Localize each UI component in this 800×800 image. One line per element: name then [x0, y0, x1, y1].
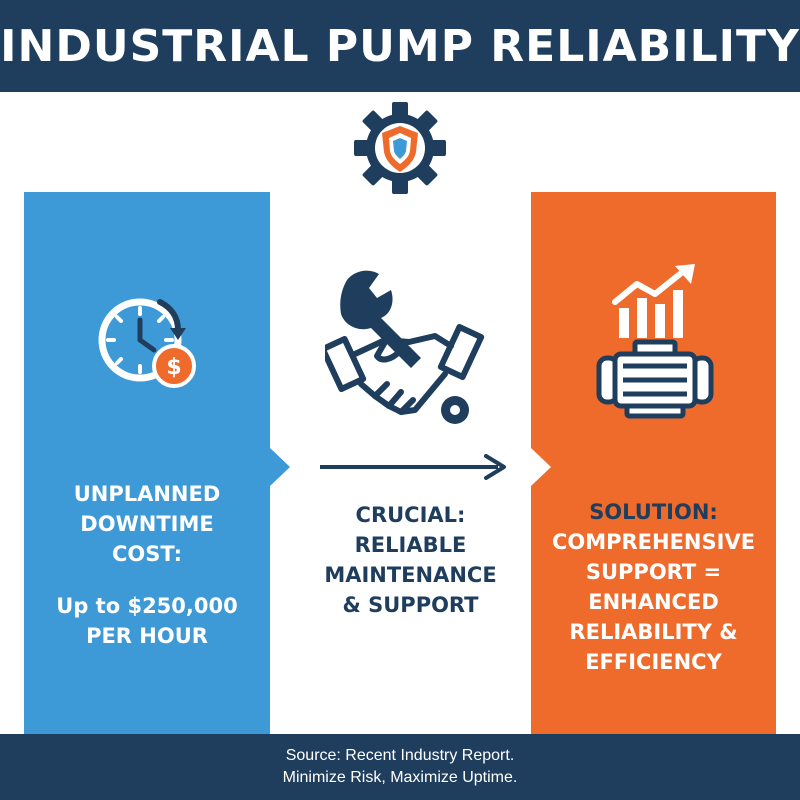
title-banner: INDUSTRIAL PUMP RELIABILITY [0, 0, 800, 92]
solution-line: EFFICIENCY [585, 650, 722, 674]
clock-dollar-icon: $ [98, 298, 196, 388]
footer-tagline: Minimize Risk, Maximize Uptime. [282, 769, 518, 786]
downtime-heading-line: COST: [112, 542, 182, 566]
crucial-line: & SUPPORT [342, 593, 479, 617]
footer-source: Source: Recent Industry Report. [285, 747, 515, 764]
solution-line: COMPREHENSIVE [551, 530, 756, 554]
downtime-heading-line: UNPLANNED [73, 482, 221, 506]
downtime-value: Up to $250,000 PER HOUR [24, 591, 270, 651]
solution-text: SOLUTION: COMPREHENSIVE SUPPORT = ENHANC… [531, 497, 776, 677]
right-arrow-icon [320, 454, 506, 480]
svg-text:$: $ [166, 355, 181, 380]
solution-line: SUPPORT = [585, 560, 722, 584]
left-panel-pointer [270, 448, 290, 486]
crucial-line: MAINTENANCE [324, 563, 497, 587]
bar-chart-up-icon [612, 264, 695, 338]
pump-icon [596, 339, 714, 419]
wrench-handshake-icon [325, 270, 485, 424]
downtime-value-line: PER HOUR [86, 624, 208, 648]
solution-line: SOLUTION: [589, 500, 718, 524]
crucial-maintenance-text: CRUCIAL: RELIABLE MAINTENANCE & SUPPORT [290, 500, 531, 620]
downtime-heading: UNPLANNED DOWNTIME COST: [24, 479, 270, 569]
gear-shield-icon [354, 102, 446, 194]
downtime-value-line: Up to $250,000 [56, 594, 238, 618]
page-title: INDUSTRIAL PUMP RELIABILITY [0, 20, 800, 72]
downtime-heading-line: DOWNTIME [80, 512, 214, 536]
downtime-cost-panel: $ UNPLANNED DOWNTIME COST: Up to $250,00… [24, 192, 270, 734]
footer-banner: Source: Recent Industry Report. Minimize… [0, 734, 800, 800]
solution-panel: SOLUTION: COMPREHENSIVE SUPPORT = ENHANC… [531, 192, 776, 734]
crucial-line: CRUCIAL: [355, 503, 466, 527]
solution-line: RELIABILITY & [569, 620, 738, 644]
solution-line: ENHANCED [588, 590, 719, 614]
right-panel-pointer [531, 448, 551, 486]
crucial-line: RELIABLE [354, 533, 467, 557]
